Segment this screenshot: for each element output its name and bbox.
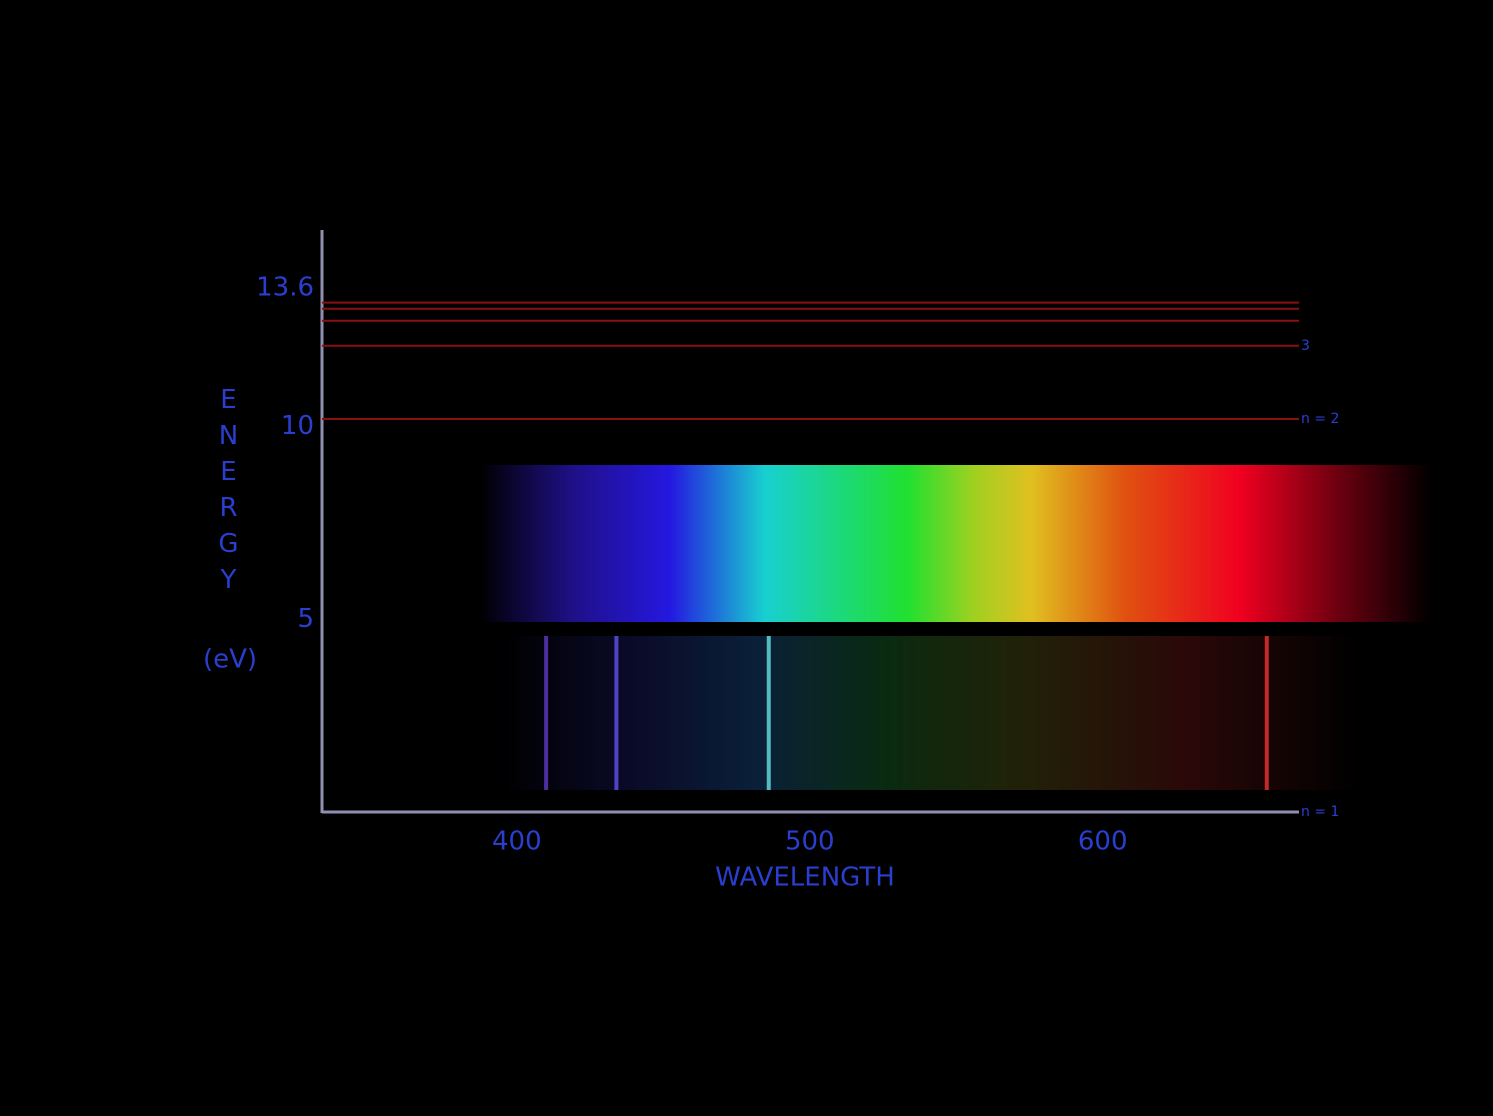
x-tick-label: 500 [785,827,835,857]
continuous-spectrum [480,465,1430,622]
x-tick-label: 400 [492,827,542,857]
level-label: n = 1 [1301,804,1339,820]
x-tick-label: 600 [1078,827,1128,857]
emission-background [500,636,1360,790]
y-axis-unit: (eV) [203,645,257,675]
x-axis-title: WAVELENGTH [715,863,895,893]
level-label: 3 [1301,338,1310,354]
level-label: n = 2 [1301,411,1339,427]
y-tick-label: 13.6 [256,273,314,303]
chart: ENERGY (eV) WAVELENGTH 5 10 13.6 400 500 600 n… [0,0,1493,1116]
y-tick-label: 10 [281,411,314,441]
y-axis-title: ENERGY [214,385,244,601]
y-tick-label: 5 [297,604,314,634]
